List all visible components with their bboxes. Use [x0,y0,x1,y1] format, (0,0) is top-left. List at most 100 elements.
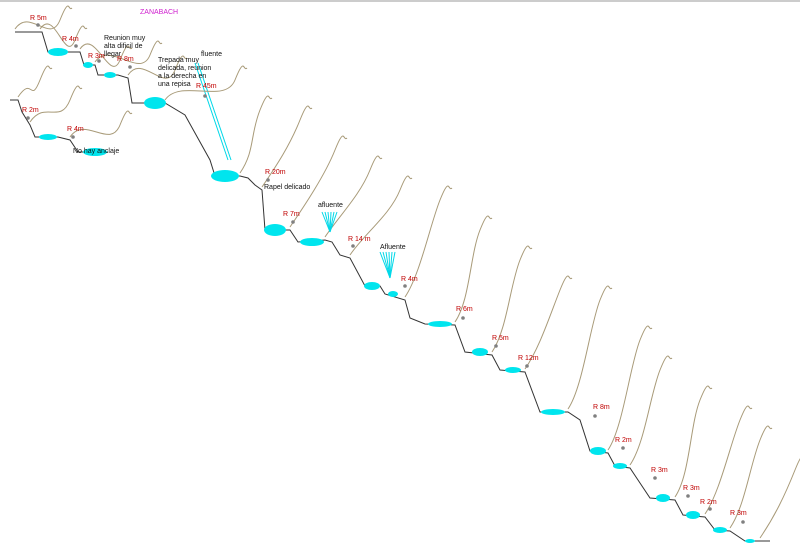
rappel-label: R 2m [22,107,39,114]
wall [491,245,533,353]
note-line: alta dificil de [104,43,143,50]
pool [83,62,93,68]
pool [211,170,239,182]
anchor [653,476,657,480]
wall [524,275,573,370]
anchor [128,65,132,69]
rappel-label: R 4m [62,36,79,43]
anchor [593,414,597,418]
rappel-label: R 5m [492,335,509,342]
wall [127,55,188,79]
pool [48,48,68,56]
rappel-label: R 4m [67,126,84,133]
wall [39,23,88,47]
rappel-label: R 3m [730,510,747,517]
pool [388,291,398,297]
pool [590,447,606,455]
rappel-label: R 5m [30,15,47,22]
wall [261,105,313,188]
rappel-label: R 2m [700,499,717,506]
pool [428,321,452,327]
wall [674,385,713,498]
wall [69,110,133,138]
wall [164,65,248,101]
rappel-label: R 2m [615,437,632,444]
anchor [686,494,690,498]
wall [17,65,53,98]
anchor [403,284,407,288]
pool [686,511,700,519]
anchor [525,364,529,368]
note: No hay anclaje [73,148,119,155]
note: afluente [318,202,343,209]
rappel-label: R 14 m [348,236,371,243]
pool [104,72,116,78]
note: fluente [201,51,222,58]
rappel-label: R 8m [117,56,134,63]
note-line: Reunion muy [104,35,146,42]
note-line: llegar [104,51,122,58]
anchor [26,116,30,120]
rappel-label: R 6m [456,306,473,313]
main-profile [15,31,770,542]
wall [289,135,348,228]
pool [144,97,166,109]
wall [704,405,753,515]
note-line: No hay anclaje [73,148,119,155]
pool [656,494,670,502]
rappel-label: R 3m [651,467,668,474]
anchor [291,220,295,224]
rappel-label: R 8m [593,404,610,411]
note: Reunion muy alta dificil de llegar [104,35,146,58]
wall [454,215,493,323]
wall [324,155,383,238]
tributary [389,251,396,279]
anchor [74,44,78,48]
note: Rapel delicado [264,184,310,191]
anchor [494,344,498,348]
wall [729,425,773,529]
note-line: delicada, reunion [158,65,211,72]
anchor [351,244,355,248]
pool [613,463,627,469]
rappel-label: R 20m [265,169,286,176]
note: Afluente [380,244,406,251]
note: Trepada muy delicada, reunion a la derecha… [158,57,211,88]
anchor [97,59,101,63]
rappel-label: R 4m [401,276,418,283]
note-line: Rapel delicado [264,184,310,191]
anchor [621,446,625,450]
pool [472,348,488,356]
wall [79,43,133,67]
wall [239,95,273,174]
waterfall [194,62,229,161]
title: ZANABACH [140,9,178,16]
wall [404,185,453,298]
tributary [329,211,338,233]
anchor [266,178,270,182]
pool [264,224,286,236]
rappel-label: R 12m [518,355,539,362]
note-line: Trepada muy [158,57,199,64]
wall [629,355,673,466]
pool [39,134,57,140]
note-line: una repisa [158,81,191,88]
anchor [741,520,745,524]
note-line: a la derecha en [158,73,206,80]
pool [364,282,380,290]
wall [29,85,83,123]
rappel-label: R 3m [683,485,700,492]
note-line: afluente [318,202,343,209]
wall [94,40,163,65]
pool [83,148,107,156]
anchor [461,316,465,320]
note-line: fluente [201,51,222,58]
pool [713,527,727,533]
wall [567,285,613,410]
anchor [36,23,40,27]
note-line: Afluente [380,244,406,251]
wall [759,458,800,539]
wall [607,325,653,451]
pool [505,367,521,373]
